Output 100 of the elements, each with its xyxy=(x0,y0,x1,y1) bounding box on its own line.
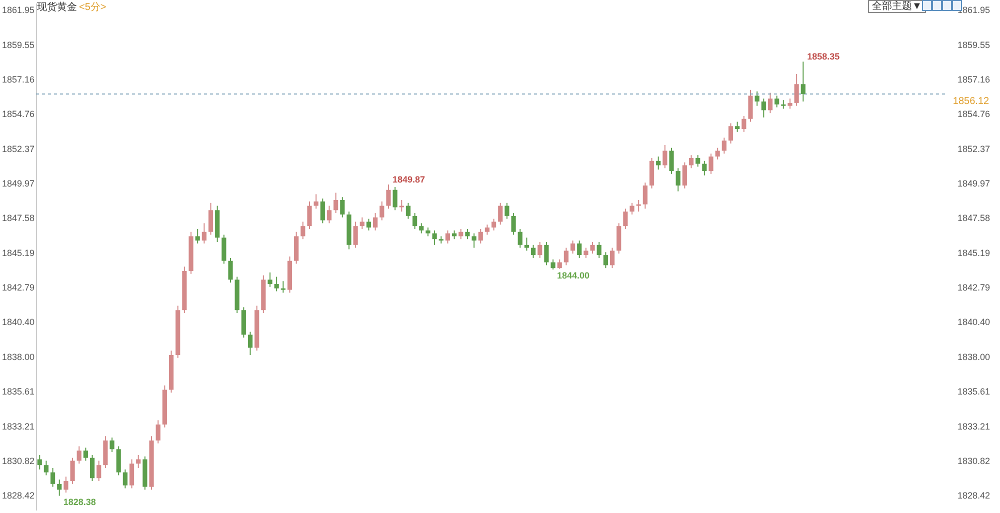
candlestick xyxy=(228,257,233,284)
candlestick xyxy=(268,272,272,288)
candlestick xyxy=(307,200,312,230)
candlestick xyxy=(636,200,641,212)
candlestick xyxy=(530,244,536,258)
y2-tick-label: 1840.40 xyxy=(958,317,990,328)
candlestick xyxy=(596,242,602,258)
candlestick xyxy=(491,218,496,231)
candlestick xyxy=(794,73,799,106)
candlestick xyxy=(702,160,707,176)
chart-title: 现货黄金 xyxy=(37,2,77,13)
y2-tick-label: 1830.82 xyxy=(958,456,990,466)
y2-tick-label: 1835.61 xyxy=(958,386,990,397)
candlestick xyxy=(57,479,62,496)
candlestick xyxy=(386,184,391,210)
candlestick xyxy=(465,228,470,240)
candlestick xyxy=(669,147,674,174)
candlestick xyxy=(742,115,746,132)
y-tick-label: 1840.40 xyxy=(2,317,34,328)
y2-tick-label: 1838.00 xyxy=(958,352,990,362)
y-tick-label: 1828.42 xyxy=(2,490,34,501)
candlestick xyxy=(340,196,345,218)
candlestick xyxy=(208,202,214,236)
candlestick xyxy=(300,221,306,240)
ref-line-label: 1856.12 xyxy=(952,96,990,107)
y2-tick-label: 1859.55 xyxy=(958,40,990,50)
candlestick xyxy=(676,168,680,192)
candlestick xyxy=(458,228,464,240)
annotation: 全部主题▼ xyxy=(868,0,926,13)
candlestick xyxy=(373,212,378,231)
y-tick-label: 1847.58 xyxy=(2,213,34,224)
candlestick xyxy=(360,216,364,230)
y2-tick-label: 1857.16 xyxy=(958,74,990,84)
candlestick xyxy=(320,198,325,224)
candlestick xyxy=(64,476,68,494)
candlestick xyxy=(44,460,49,476)
candlestick xyxy=(774,95,780,108)
candlestick xyxy=(334,192,338,214)
y-tick-label: 1838.00 xyxy=(2,352,34,362)
candlestick xyxy=(603,252,608,269)
y-tick-label: 1861.95 xyxy=(2,5,34,16)
candlestick xyxy=(642,182,648,210)
y2-tick-label: 1828.42 xyxy=(958,490,990,501)
y2-tick-label: 1849.97 xyxy=(958,178,990,189)
candlestick xyxy=(406,202,411,220)
candlestick xyxy=(788,98,792,110)
y2-tick-label: 1842.79 xyxy=(958,282,990,293)
y-tick-label: 1845.19 xyxy=(2,248,34,258)
candlestick xyxy=(728,122,734,144)
y-tick-label: 1833.21 xyxy=(2,421,34,432)
candlestick xyxy=(472,232,476,248)
candlestick xyxy=(76,446,82,464)
candlestick xyxy=(735,121,740,132)
candlestick xyxy=(590,242,595,254)
y-tick-label: 1852.37 xyxy=(2,144,34,154)
candlestick xyxy=(419,222,424,234)
annotation: 1844.00 xyxy=(557,270,590,281)
candlestick xyxy=(353,221,358,248)
y-tick-label: 1842.79 xyxy=(2,282,34,293)
candlestick xyxy=(122,468,128,489)
candlestick xyxy=(202,222,206,244)
candlestick xyxy=(656,156,661,170)
candlestick xyxy=(392,186,398,211)
candlestick xyxy=(83,447,88,462)
chart-subtitle: <5分> xyxy=(79,2,106,13)
candlestick xyxy=(90,454,95,482)
candlestick xyxy=(524,237,530,252)
candlestick xyxy=(715,147,720,160)
candlestick xyxy=(570,240,576,254)
y2-tick-label: 1854.76 xyxy=(958,109,990,120)
candlestick xyxy=(550,258,556,270)
y2-tick-label: 1833.21 xyxy=(958,421,990,432)
candlestick xyxy=(584,247,588,258)
candlestick xyxy=(380,200,384,221)
y-tick-label: 1849.97 xyxy=(2,178,34,189)
candlestick xyxy=(538,242,542,258)
candlestick xyxy=(314,194,318,210)
candlestick xyxy=(682,162,687,189)
candlestick xyxy=(70,457,75,484)
annotation: 1858.35 xyxy=(807,52,840,62)
candlestick xyxy=(129,458,134,489)
candlestick xyxy=(662,144,668,169)
candlestick xyxy=(688,154,694,169)
candlestick xyxy=(754,90,760,106)
candlestick xyxy=(248,331,253,356)
candlestick xyxy=(136,454,141,468)
candlestick xyxy=(156,420,160,444)
candlestick xyxy=(800,61,806,102)
candlestick xyxy=(326,205,332,224)
candlestick xyxy=(116,446,121,476)
candlestick xyxy=(484,224,490,236)
candlestick xyxy=(96,460,102,482)
candlestick xyxy=(564,247,568,266)
candlestick xyxy=(498,202,503,226)
candlestick xyxy=(280,280,286,294)
candlestick xyxy=(195,228,200,244)
candlestick xyxy=(478,228,483,244)
candlestick xyxy=(768,92,773,114)
candlestick xyxy=(518,228,522,248)
annotation: 1849.87 xyxy=(392,174,426,185)
